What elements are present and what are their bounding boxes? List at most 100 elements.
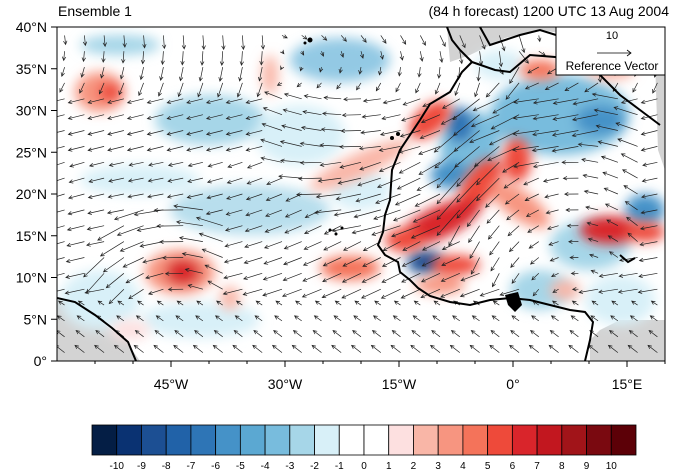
- wind-vector-arrow: [485, 193, 500, 208]
- wind-vector-arrow: [397, 67, 402, 77]
- lat-tick-label: 15°N: [16, 228, 47, 244]
- colorbar-label: -4: [261, 461, 270, 471]
- wind-vector-arrow: [88, 177, 105, 184]
- wind-vector-arrow: [331, 225, 362, 233]
- wind-vector-arrow: [356, 82, 362, 91]
- wind-vector-arrow: [377, 67, 383, 76]
- wind-vector-arrow: [639, 241, 658, 247]
- colorbar-box: [561, 424, 587, 456]
- colorbar-label: 1: [386, 461, 392, 471]
- wind-vector-arrow: [322, 257, 342, 267]
- wind-vector-arrow: [88, 161, 105, 168]
- lat-tick-label: 25°N: [16, 144, 47, 160]
- wind-vector-arrow: [608, 330, 619, 338]
- wind-vector-arrow: [259, 51, 264, 66]
- wind-vector-arrow: [549, 257, 559, 262]
- wind-vector-arrow: [178, 67, 184, 82]
- wind-vector-arrow: [652, 82, 658, 94]
- wind-vector-arrow: [421, 257, 441, 267]
- wind-vector-arrow: [243, 257, 263, 264]
- coast-south-america: [57, 297, 137, 361]
- wind-vector-arrow: [611, 300, 619, 306]
- wind-vector-arrow: [454, 82, 461, 96]
- wind-vector-arrow: [98, 82, 105, 95]
- colorbar-box: [437, 424, 464, 456]
- wind-vector-arrow: [65, 257, 85, 263]
- wind-vector-arrow: [122, 257, 144, 268]
- wind-vector-arrow: [470, 114, 500, 128]
- wind-vector-arrow: [119, 241, 144, 252]
- wind-vector-arrow: [139, 241, 164, 248]
- wind-vector-arrow: [86, 241, 105, 247]
- wind-vector-arrow: [113, 209, 144, 221]
- colorbar-label: -7: [186, 461, 195, 471]
- wind-vector-arrow: [353, 315, 362, 322]
- wind-vector-arrow: [321, 35, 328, 41]
- wind-vector-arrow: [548, 344, 559, 353]
- wind-vector-arrow: [297, 176, 322, 181]
- wind-vector-arrow: [139, 67, 144, 81]
- wind-vector-arrow: [487, 146, 520, 162]
- wind-vector-arrow: [418, 146, 441, 155]
- wind-vector-arrow: [167, 287, 184, 292]
- wind-vector-arrow: [197, 82, 204, 98]
- wind-vector-arrow: [303, 241, 322, 250]
- wind-vector-arrow: [380, 288, 401, 299]
- wind-vector-arrow: [116, 315, 125, 322]
- wind-vector-arrow: [74, 344, 85, 353]
- wind-vector-arrow: [582, 173, 599, 179]
- wind-vector-arrow: [304, 209, 322, 219]
- wind-vector-arrow: [105, 273, 125, 289]
- wind-vector-arrow: [571, 300, 579, 306]
- wind-vector-arrow: [510, 257, 520, 268]
- wind-vector-arrow: [512, 130, 539, 136]
- wind-vector-arrow: [59, 82, 65, 93]
- wind-vector-arrow: [416, 177, 441, 191]
- wind-vector-arrow: [617, 138, 638, 147]
- wind-vector-arrow: [564, 191, 579, 197]
- wind-vector-arrow: [276, 81, 283, 86]
- wind-vector-arrow: [421, 241, 441, 251]
- wind-vector-arrow: [126, 146, 144, 152]
- wind-vector-arrow: [284, 225, 302, 234]
- colorbar-box: [314, 424, 340, 456]
- wind-vector-arrow: [376, 177, 401, 188]
- wind-vector-arrow: [167, 177, 184, 183]
- wind-vector-arrow: [641, 177, 658, 183]
- wind-vector-arrow: [542, 177, 559, 183]
- wind-vector-arrow: [201, 35, 206, 50]
- wind-vector-arrow: [281, 34, 288, 39]
- wind-vector-arrow: [362, 257, 381, 267]
- wind-vector-arrow: [198, 67, 204, 82]
- wind-vector-arrow: [265, 193, 283, 201]
- wind-vector-arrow: [128, 288, 144, 300]
- wind-vector-arrow: [341, 112, 362, 118]
- wind-vector-arrow: [640, 130, 658, 136]
- wind-vector-arrow: [57, 272, 65, 276]
- wind-vector-arrow: [87, 130, 105, 136]
- wind-vector-arrow: [296, 82, 302, 88]
- coast-west-africa: [376, 61, 595, 361]
- wind-vector-arrow: [638, 257, 658, 263]
- wind-vector-arrow: [550, 272, 559, 278]
- wind-vector-arrow: [127, 177, 144, 183]
- wind-vector-arrow: [618, 272, 638, 278]
- wind-vector-arrow: [610, 315, 619, 322]
- wind-vector-arrow: [378, 161, 401, 172]
- wind-vector-arrow: [213, 330, 223, 338]
- wind-vector-arrow: [529, 330, 540, 338]
- wind-vector-arrow: [607, 235, 619, 242]
- coast-iberia: [446, 27, 473, 63]
- colorbar-box: [264, 424, 291, 456]
- wind-vector-arrow: [532, 161, 559, 169]
- wind-vector-arrow: [156, 223, 184, 229]
- wind-vector-arrow: [80, 67, 85, 78]
- wind-vector-arrow: [593, 108, 618, 116]
- wind-vector-arrow: [361, 114, 381, 119]
- wind-vector-arrow: [67, 209, 85, 216]
- wind-vector-arrow: [166, 193, 184, 199]
- wind-vector-arrow: [262, 272, 283, 281]
- wind-vector-arrow: [589, 253, 599, 258]
- wind-vector-arrow: [313, 315, 322, 322]
- lon-tick-label: 15°E: [612, 376, 643, 392]
